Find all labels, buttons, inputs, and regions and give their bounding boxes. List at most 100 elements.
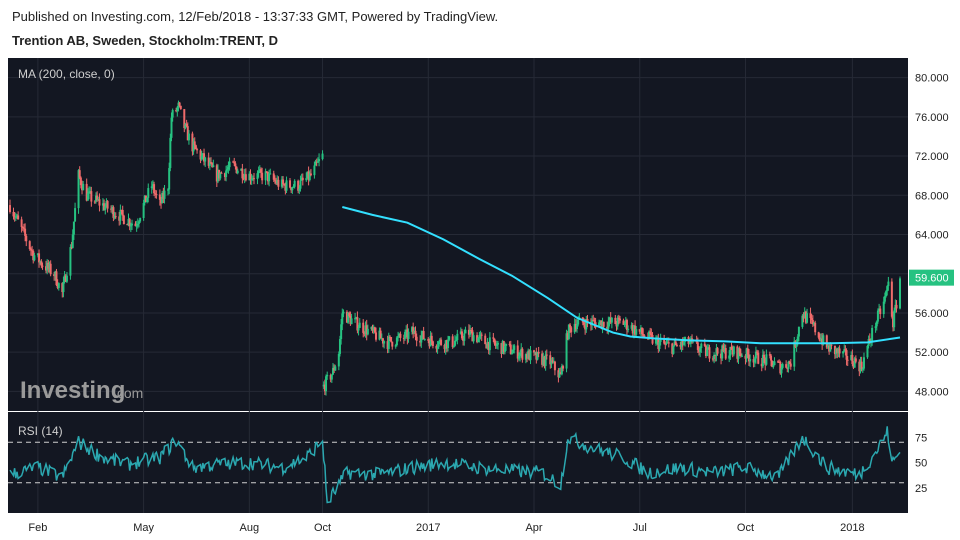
- candle-body: [404, 331, 407, 339]
- candle-body: [627, 328, 630, 330]
- investing-watermark: Investing .com: [20, 377, 143, 404]
- candle-body: [280, 179, 283, 187]
- candle-body: [609, 317, 612, 323]
- candle-body: [659, 339, 662, 342]
- candle-body: [235, 166, 238, 174]
- candle-body: [671, 343, 674, 354]
- candle-body: [500, 343, 503, 354]
- candle-body: [282, 179, 285, 185]
- candle-body: [266, 171, 269, 182]
- candle-body: [105, 201, 108, 207]
- candle-body: [470, 330, 473, 332]
- candle-body: [187, 133, 190, 141]
- candle-body: [313, 165, 316, 176]
- candle-body: [598, 322, 601, 328]
- candle-body: [606, 326, 609, 329]
- price-axis: 80.00076.00072.00068.00064.00060.00056.0…: [915, 73, 949, 399]
- candle-body: [674, 341, 677, 345]
- candle-body: [251, 178, 254, 180]
- candle-body: [887, 281, 890, 287]
- candle-body: [150, 186, 153, 189]
- candle-body: [40, 261, 43, 266]
- candle-body: [358, 322, 361, 328]
- candle-body: [699, 348, 702, 352]
- candle-body: [715, 348, 718, 356]
- candle-body: [412, 327, 415, 334]
- candle-body: [871, 327, 874, 342]
- candle-body: [505, 343, 508, 346]
- candle-body: [818, 337, 821, 341]
- candle-body: [85, 183, 88, 201]
- candle-body: [110, 208, 113, 210]
- candle-body: [112, 207, 115, 218]
- rsi-pane-background: [8, 412, 908, 513]
- candle-body: [533, 350, 536, 353]
- candle-body: [573, 323, 576, 333]
- candle-body: [700, 343, 703, 349]
- candle-body: [13, 216, 16, 218]
- candle-body: [892, 316, 895, 328]
- candle-body: [402, 337, 405, 339]
- candle-body: [641, 327, 644, 334]
- candle-body: [272, 173, 275, 180]
- candle-body: [570, 327, 573, 333]
- candle-body: [62, 281, 65, 293]
- candle-body: [167, 189, 170, 191]
- candle-body: [833, 345, 836, 355]
- candle-body: [788, 361, 791, 364]
- candle-body: [261, 172, 264, 181]
- candle-body: [711, 358, 714, 360]
- candle-body: [86, 193, 89, 201]
- candle-body: [697, 349, 700, 352]
- candle-body: [602, 321, 605, 327]
- candle-body: [45, 266, 48, 271]
- candle-body: [451, 336, 454, 347]
- candle-body: [763, 354, 766, 359]
- candle-body: [575, 324, 578, 330]
- candle-body: [521, 348, 524, 360]
- candle-body: [535, 352, 538, 360]
- candle-body: [265, 171, 268, 173]
- candle-body: [745, 348, 748, 359]
- candle-body: [38, 253, 41, 263]
- candle-body: [411, 327, 414, 332]
- candle-body: [390, 336, 393, 342]
- candle-body: [754, 351, 757, 359]
- candle-body: [550, 360, 553, 365]
- candle-body: [216, 169, 219, 182]
- candle-body: [753, 358, 756, 363]
- candle-body: [706, 349, 709, 357]
- candle-body: [484, 335, 487, 345]
- candle-body: [330, 374, 333, 380]
- candle-body: [459, 331, 462, 334]
- candle-body: [55, 271, 58, 286]
- candle-body: [301, 177, 304, 181]
- candle-body: [178, 102, 181, 106]
- candle-body: [391, 341, 394, 347]
- candle-body: [658, 341, 661, 349]
- time-tick-label: Apr: [525, 522, 542, 534]
- candle-body: [436, 346, 439, 349]
- candle-body: [96, 195, 99, 200]
- candle-body: [455, 340, 458, 342]
- candle-body: [566, 333, 569, 339]
- candle-body: [64, 275, 67, 282]
- candle-body: [663, 339, 666, 344]
- candle-body: [256, 173, 259, 180]
- candle-body: [749, 359, 752, 362]
- candle-body: [632, 325, 635, 334]
- candle-body: [852, 363, 855, 368]
- candle-body: [137, 221, 140, 224]
- time-tick-label: 2017: [416, 522, 440, 534]
- candle-body: [844, 349, 847, 351]
- candle-body: [487, 341, 490, 351]
- candle-body: [744, 355, 747, 359]
- candle-body: [801, 315, 804, 327]
- candle-body: [858, 361, 861, 372]
- candle-body: [837, 348, 840, 353]
- candle-body: [582, 322, 585, 325]
- candle-body: [639, 327, 642, 332]
- candle-body: [309, 173, 312, 176]
- candle-body: [649, 331, 652, 334]
